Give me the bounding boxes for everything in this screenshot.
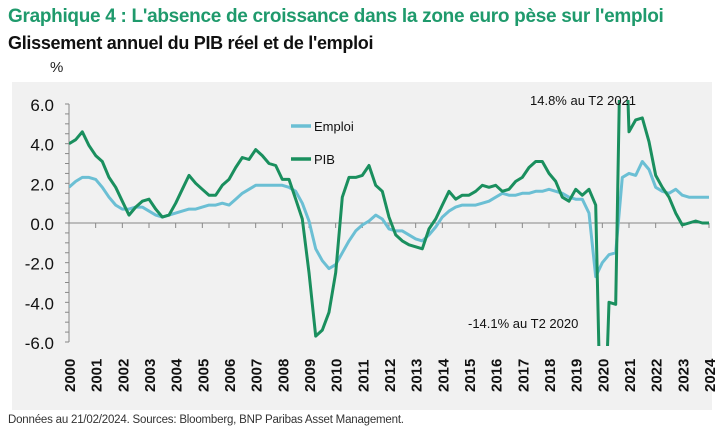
annotation-min: -14.1% au T2 2020 [468,316,578,331]
x-tick-label: 2012 [382,359,399,392]
x-tick-label: 2017 [515,359,532,392]
x-tick-label: 2019 [569,359,586,392]
y-axis-unit: % [50,59,64,76]
legend-label-pib: PIB [314,152,335,167]
chart-title: Graphique 4 : L'absence de croissance da… [8,6,664,27]
chart-subtitle: Glissement annuel du PIB réel et de l'em… [8,33,374,53]
series-group [69,100,709,346]
x-tick-label: 2009 [302,359,319,392]
x-tick-label: 2008 [275,359,292,392]
legend: Emploi PIB [291,119,354,167]
x-tick-label: 2014 [435,358,452,392]
y-tick-label: -6.0 [25,334,54,353]
legend-label-emploi: Emploi [314,119,354,134]
y-tick-label: 0.0 [30,215,54,234]
x-tick-label: 2023 [675,359,692,392]
y-tick-label: 4.0 [30,136,54,155]
x-tick-label: 2005 [195,359,212,392]
x-tick-label: 2011 [355,359,372,392]
x-tick-label: 2010 [329,359,346,392]
axes: 6.0 4.0 2.0 0.0 -2.0 -4.0 -6.0 2000 2001 2002 2003… [25,96,719,392]
series-line-emploi [69,160,709,279]
y-tick-label: -4.0 [25,294,54,313]
y-tick-label: 2.0 [30,175,54,194]
annotation-max: 14.8% au T2 2021 [530,93,636,108]
annotations: 14.8% au T2 2021 -14.1% au T2 2020 [468,93,636,331]
x-tick-label: 2002 [115,359,132,392]
y-tick-label: 6.0 [30,96,54,115]
x-tick-label: 2013 [409,359,426,392]
x-tick-label: 2000 [62,359,79,392]
x-tick-label: 2001 [89,359,106,392]
y-tick-label: -2.0 [25,255,54,274]
x-tick-label: 2006 [222,359,239,392]
series-line-pib [69,100,709,346]
source-note: Données au 21/02/2024. Sources: Bloomber… [8,414,404,426]
x-tick-label: 2016 [489,359,506,392]
x-tick-label: 2024 [702,358,719,392]
x-tick-label: 2021 [622,359,639,392]
x-tick-label: 2015 [462,359,479,392]
x-tick-label: 2003 [142,359,159,392]
x-tick-label: 2018 [542,359,559,392]
x-tick-label: 2004 [169,358,186,392]
x-tick-label: 2020 [595,359,612,392]
x-tick-label: 2022 [649,359,666,392]
x-tick-label: 2007 [249,359,266,392]
